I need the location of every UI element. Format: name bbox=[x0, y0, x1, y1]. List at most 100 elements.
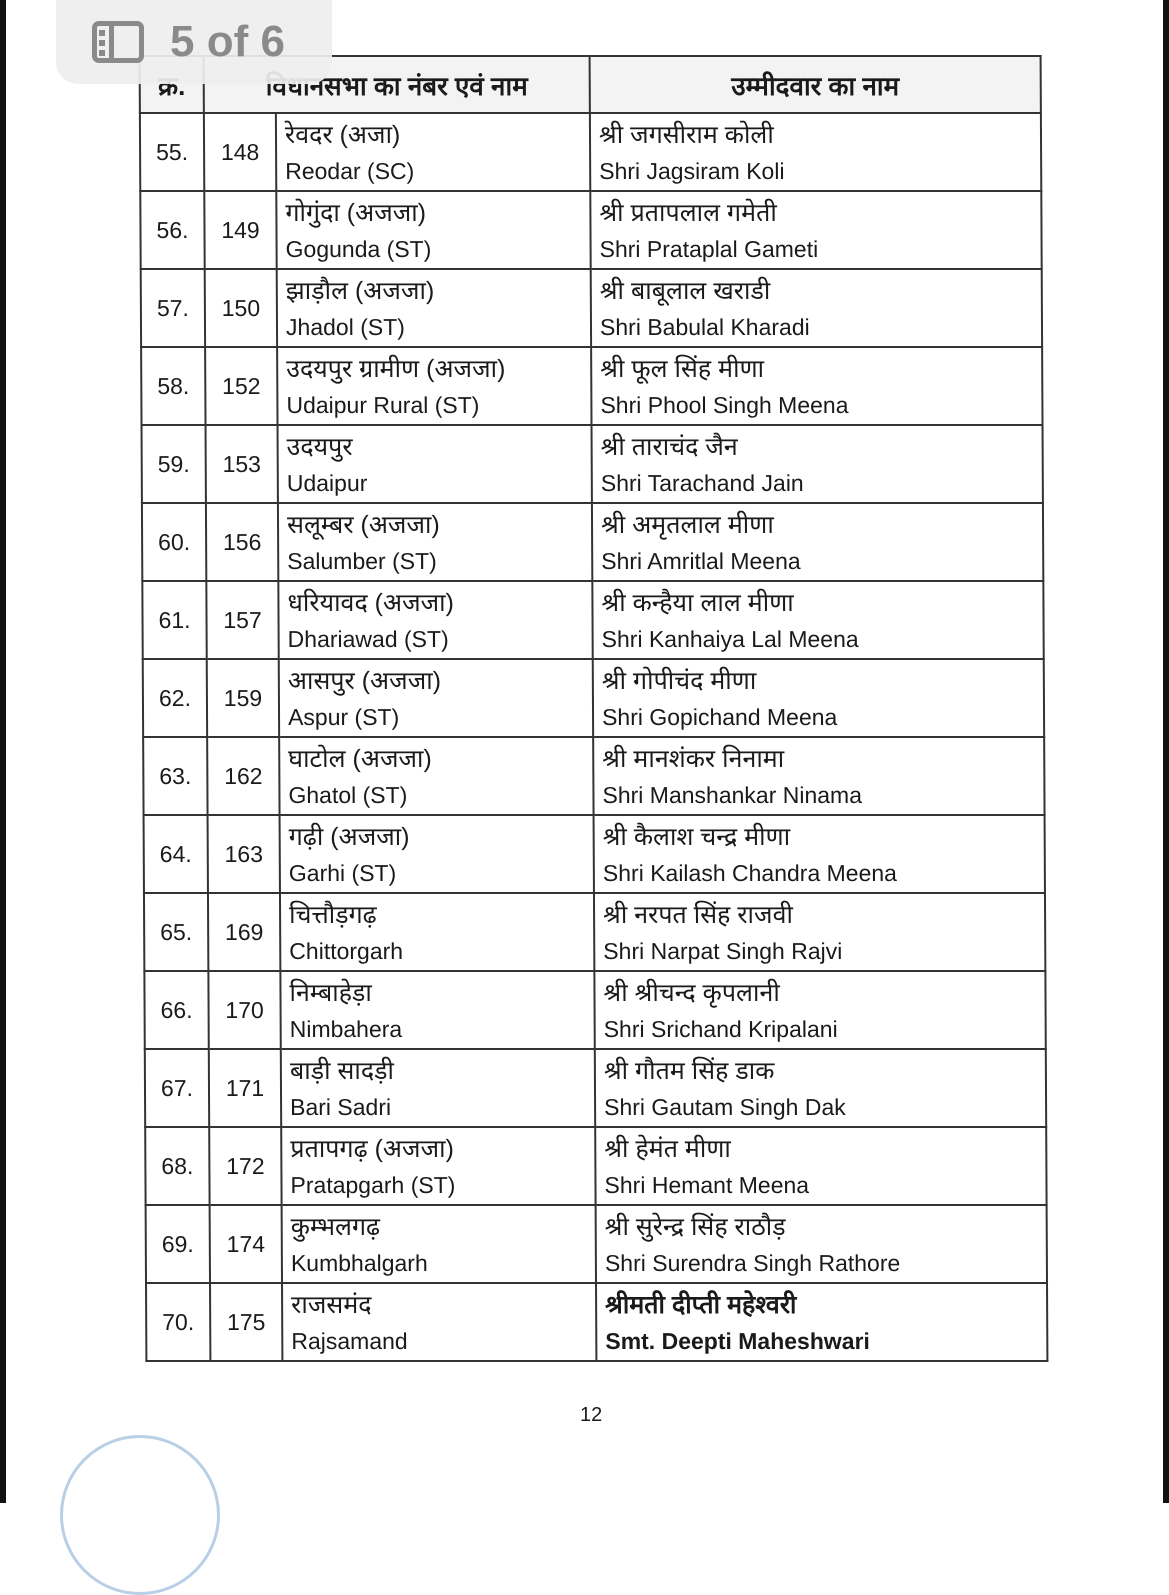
constituency-name: गोगुंदा (अजजा) Gogunda (ST) bbox=[276, 191, 591, 269]
constituency-name: बाड़ी सादड़ी Bari Sadri bbox=[280, 1049, 596, 1127]
constituency-number: 149 bbox=[204, 191, 277, 269]
candidate-name-english: Shri Surendra Singh Rathore bbox=[604, 1250, 901, 1276]
candidate-name: श्री सुरेन्द्र सिंह राठौड़ Shri Surendra … bbox=[595, 1205, 1048, 1283]
serial-number: 61. bbox=[142, 581, 207, 659]
candidate-name: श्री गौतम सिंह डाक Shri Gautam Singh Dak bbox=[594, 1049, 1047, 1127]
constituency-name-hindi: राजसमंद bbox=[291, 1291, 372, 1319]
constituency-name: उदयपुर ग्रामीण (अजजा) Udaipur Rural (ST) bbox=[277, 347, 592, 425]
constituency-name-english: Kumbhalgarh bbox=[290, 1250, 428, 1276]
candidate-name-english: Shri Babulal Kharadi bbox=[599, 314, 810, 340]
constituency-number: 170 bbox=[208, 971, 281, 1049]
constituency-name-english: Udaipur bbox=[286, 470, 368, 496]
constituency-name-hindi: गोगुंदा (अजजा) bbox=[285, 199, 427, 227]
candidate-name-hindi: श्री मानशंकर निनामा bbox=[602, 745, 785, 773]
candidate-name-english: Shri Gopichand Meena bbox=[601, 704, 838, 730]
candidate-name: श्री बाबूलाल खराडी Shri Babulal Kharadi bbox=[590, 269, 1043, 347]
candidate-name-english: Shri Amritlal Meena bbox=[601, 548, 801, 574]
constituency-name: उदयपुर Udaipur bbox=[277, 425, 592, 503]
constituency-number: 150 bbox=[204, 269, 278, 347]
candidate-name-hindi: श्री ताराचंद जैन bbox=[600, 433, 738, 461]
serial-number: 60. bbox=[141, 503, 207, 581]
candidate-name: श्री मानशंकर निनामा Shri Manshankar Ninam… bbox=[593, 737, 1045, 815]
constituency-name-hindi: रेवदर (अजा) bbox=[284, 121, 401, 149]
candidate-name: श्री श्रीचन्द कृपलानी Shri Srichand Kripa… bbox=[594, 971, 1046, 1049]
constituency-name-english: Garhi (ST) bbox=[288, 860, 397, 886]
table-row: 61. 157 धरियावद (अजजा) Dhariawad (ST) श्री क… bbox=[142, 581, 1044, 659]
candidate-name-hindi: श्री फूल सिंह मीणा bbox=[600, 355, 765, 383]
table-row: 62. 159 आसपुर (अजजा) Aspur (ST) श्री गोपीचंद… bbox=[142, 659, 1045, 737]
candidate-name-english: Shri Srichand Kripalani bbox=[603, 1016, 838, 1042]
constituency-name-english: Nimbahera bbox=[289, 1016, 403, 1042]
table-row: 66. 170 निम्बाहेड़ा Nimbahera श्री श्रीचन्द … bbox=[144, 971, 1046, 1049]
constituency-name-english: Rajsamand bbox=[291, 1328, 408, 1354]
candidate-name: श्री गोपीचंद मीणा Shri Gopichand Meena bbox=[592, 659, 1045, 737]
constituency-number: 172 bbox=[209, 1127, 282, 1205]
candidate-name: श्री नरपत सिंह राजवी Shri Narpat Singh Ra… bbox=[593, 893, 1046, 971]
candidate-name: श्री प्रतापलाल गमेती Shri Prataplal Gamet… bbox=[590, 191, 1042, 269]
constituency-number: 169 bbox=[207, 893, 281, 971]
serial-number: 62. bbox=[142, 659, 208, 737]
candidate-name-english: Shri Prataplal Gameti bbox=[599, 236, 819, 262]
page-indicator[interactable]: 5 of 6 bbox=[56, 0, 332, 84]
candidate-name: श्री अमृतलाल मीणा Shri Amritlal Meena bbox=[591, 503, 1044, 581]
candidate-name-english: Shri Tarachand Jain bbox=[600, 470, 804, 496]
constituency-name-english: Pratapgarh (ST) bbox=[290, 1172, 456, 1198]
table-row: 55. 148 रेवदर (अजा) Reodar (SC) श्री जगसीराम… bbox=[139, 113, 1042, 191]
serial-number: 66. bbox=[144, 971, 209, 1049]
serial-number: 59. bbox=[141, 425, 206, 503]
constituency-name-english: Salumber (ST) bbox=[287, 548, 437, 574]
constituency-name-hindi: चित्तौड़गढ़ bbox=[289, 901, 377, 929]
candidate-name-english: Shri Gautam Singh Dak bbox=[604, 1094, 846, 1120]
page-indicator-label: 5 of 6 bbox=[170, 17, 285, 66]
candidate-name-hindi: श्रीमती दीप्ती महेश्वरी bbox=[605, 1291, 797, 1319]
table-row: 59. 153 उदयपुर Udaipur श्री ताराचंद जैन Shri … bbox=[141, 425, 1043, 503]
table-row: 65. 169 चित्तौड़गढ़ Chittorgarh श्री नरपत सि… bbox=[143, 893, 1046, 971]
constituency-name-english: Reodar (SC) bbox=[285, 158, 415, 184]
serial-number: 63. bbox=[143, 737, 208, 815]
constituency-number: 153 bbox=[205, 425, 278, 503]
table-row: 70. 175 राजसमंद Rajsamand श्रीमती दीप्ती महे… bbox=[146, 1283, 1048, 1361]
candidate-name-english: Shri Phool Singh Meena bbox=[600, 392, 849, 418]
serial-number: 64. bbox=[143, 815, 208, 893]
serial-number: 67. bbox=[144, 1049, 210, 1127]
constituency-name-english: Aspur (ST) bbox=[287, 704, 400, 730]
table-row: 57. 150 झाड़ौल (अजजा) Jhadol (ST) श्री बाबूल… bbox=[140, 269, 1043, 347]
candidate-name: श्रीमती दीप्ती महेश्वरी Smt. Deepti Mahes… bbox=[596, 1283, 1048, 1361]
constituency-name: धरियावद (अजजा) Dhariawad (ST) bbox=[278, 581, 593, 659]
constituency-name-hindi: कुम्भलगढ़ bbox=[290, 1213, 381, 1241]
constituency-name: कुम्भलगढ़ Kumbhalgarh bbox=[281, 1205, 597, 1283]
constituency-name-english: Ghatol (ST) bbox=[288, 782, 408, 808]
constituency-name-english: Udaipur Rural (ST) bbox=[286, 392, 480, 418]
serial-number: 70. bbox=[146, 1283, 211, 1361]
candidate-name: श्री ताराचंद जैन Shri Tarachand Jain bbox=[591, 425, 1043, 503]
table-row: 68. 172 प्रतापगढ़ (अजजा) Pratapgarh (ST) श्र… bbox=[145, 1127, 1047, 1205]
candidate-name: श्री हेमंत मीणा Shri Hemant Meena bbox=[595, 1127, 1047, 1205]
constituency-name-english: Dhariawad (ST) bbox=[287, 626, 449, 652]
candidate-name-hindi: श्री कन्हैया लाल मीणा bbox=[601, 589, 794, 617]
candidate-name-hindi: श्री कैलाश चन्द्र मीणा bbox=[602, 823, 791, 851]
candidate-name-hindi: श्री जगसीराम कोली bbox=[598, 121, 774, 149]
constituency-name-hindi: उदयपुर ग्रामीण (अजजा) bbox=[286, 355, 506, 383]
constituency-name-english: Bari Sadri bbox=[290, 1094, 392, 1120]
page-number: 12 bbox=[580, 1404, 603, 1426]
constituency-name: चित्तौड़गढ़ Chittorgarh bbox=[279, 893, 595, 971]
constituency-name-hindi: बाड़ी सादड़ी bbox=[289, 1057, 395, 1085]
constituency-name: सलूम्बर (अजजा) Salumber (ST) bbox=[277, 503, 593, 581]
constituency-name-hindi: सलूम्बर (अजजा) bbox=[286, 511, 440, 539]
constituency-number: 152 bbox=[205, 347, 278, 425]
candidate-name-hindi: श्री सुरेन्द्र सिंह राठौड़ bbox=[604, 1213, 786, 1241]
serial-number: 69. bbox=[145, 1205, 211, 1283]
candidate-name-hindi: श्री बाबूलाल खराडी bbox=[599, 277, 771, 305]
constituency-name: राजसमंद Rajsamand bbox=[282, 1283, 597, 1361]
candidate-name-english: Shri Narpat Singh Rajvi bbox=[603, 938, 843, 964]
constituency-name: रेवदर (अजा) Reodar (SC) bbox=[275, 113, 591, 191]
candidate-name-hindi: श्री हेमंत मीणा bbox=[604, 1135, 731, 1163]
constituency-name-hindi: प्रतापगढ़ (अजजा) bbox=[290, 1135, 454, 1163]
candidate-name-hindi: श्री गोपीचंद मीणा bbox=[601, 667, 757, 695]
candidate-name-english: Smt. Deepti Maheshwari bbox=[605, 1328, 870, 1354]
constituency-name-hindi: निम्बाहेड़ा bbox=[289, 979, 372, 1007]
table-row: 56. 149 गोगुंदा (अजजा) Gogunda (ST) श्री प्र… bbox=[140, 191, 1042, 269]
constituency-name-hindi: उदयपुर bbox=[286, 433, 353, 461]
header-candidate: उम्मीदवार का नाम bbox=[589, 56, 1041, 113]
candidate-name-english: Shri Manshankar Ninama bbox=[602, 782, 863, 808]
